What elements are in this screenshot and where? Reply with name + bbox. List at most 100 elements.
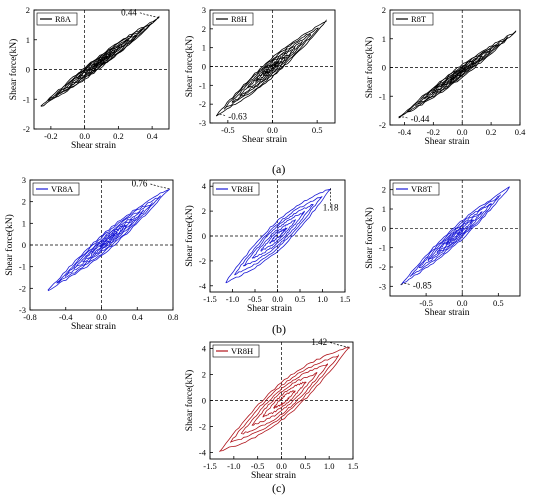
x-tick-label: 0.0: [267, 125, 278, 135]
y-tick-label: -3: [379, 281, 386, 291]
y-tick-label: -2: [379, 120, 386, 130]
y-tick-label: -3: [19, 305, 26, 315]
y-tick-label: -4: [199, 448, 207, 458]
annotation-leader: [398, 116, 409, 120]
peak-annotation: 1.18: [323, 203, 339, 213]
y-axis-label: Shear force(kN): [184, 36, 195, 97]
series-group: [47, 188, 170, 292]
x-axis-label: Shear strain: [242, 135, 287, 145]
hysteresis-loop: [47, 188, 170, 292]
y-axis-label: Shear force(kN): [184, 370, 195, 431]
panel-vr8h-c: -1.5 -1.0 -0.5 0.0 0.5 1.0 1.5 -4 -2 0 2 4 Shear str…: [184, 337, 358, 481]
hysteresis-loop: [90, 224, 127, 256]
y-tick-label: 0: [382, 63, 386, 73]
hysteresis-loop: [239, 40, 303, 97]
annotation-leader: [329, 341, 350, 348]
peak-annotation: -0.44: [411, 114, 430, 124]
legend-label: R8H: [231, 14, 247, 24]
y-tick-label: 1: [26, 35, 30, 45]
y-tick-label: 2: [382, 185, 386, 195]
hysteresis-loop: [99, 231, 118, 248]
hysteresis-loop: [247, 46, 296, 89]
x-tick-label: 0.0: [272, 294, 283, 304]
y-tick-label: -1: [23, 94, 30, 104]
x-tick-label: 0.5: [312, 125, 323, 135]
x-tick-label: -0.2: [44, 131, 57, 141]
legend-label: VR8A: [51, 184, 74, 194]
hysteresis-loop: [92, 54, 108, 69]
legend: VR8A: [32, 182, 80, 196]
y-tick-label: -2: [199, 99, 206, 109]
hysteresis-loop: [47, 22, 152, 102]
legend-box: [32, 182, 80, 196]
x-axis-label: Shear strain: [71, 322, 116, 332]
panel-r8t: -0.4 -0.2 0.0 0.2 0.4 -2 -1 0 1 2 Shear strain Shea…: [364, 5, 526, 147]
legend-box: [392, 12, 434, 26]
x-tick-label: 0.2: [113, 131, 124, 141]
annotation-leader: [149, 183, 170, 190]
y-tick-label: -2: [379, 262, 386, 272]
legend-box: [212, 182, 260, 196]
y-tick-label: -4: [199, 281, 207, 291]
y-axis-label: Shear force(kN): [364, 37, 375, 98]
hysteresis-loop: [243, 203, 314, 267]
y-axis-label: Shear force(kN): [8, 39, 19, 100]
x-axis-label: Shear strain: [247, 304, 292, 314]
panel-vr8a: -0.8 -0.4 0.0 0.4 0.8 -3 -2 -1 0 1 2 3 Shear strain S…: [4, 175, 178, 332]
y-tick-label: 2: [202, 370, 206, 380]
hysteresis-loop: [231, 33, 311, 103]
peak-annotation: -0.63: [228, 111, 247, 121]
hysteresis-loop: [240, 363, 329, 435]
hysteresis-loop: [269, 227, 288, 244]
y-tick-label: 3: [22, 175, 26, 185]
x-tick-label: 0.5: [300, 461, 311, 471]
peak-annotation: 0.44: [121, 7, 137, 17]
y-tick-label: 0: [22, 240, 26, 250]
caption-a: (a): [272, 162, 285, 176]
x-tick-label: -0.2: [427, 127, 440, 137]
x-tick-label: 0.4: [515, 127, 526, 137]
y-tick-label: -1: [379, 243, 386, 253]
x-tick-label: 1.0: [324, 461, 335, 471]
hysteresis-loop: [73, 209, 144, 270]
hysteresis-loop: [260, 219, 296, 252]
series-group: [398, 30, 517, 119]
y-tick-label: -1: [379, 91, 386, 101]
peak-annotation: 0.76: [132, 179, 148, 189]
y-tick-label: 2: [202, 206, 206, 216]
legend-label: VR8T: [411, 184, 433, 194]
x-tick-label: -0.5: [251, 461, 264, 471]
x-axis-label: Shear strain: [424, 308, 469, 318]
legend-box: [36, 12, 78, 26]
x-tick-label: -0.4: [59, 312, 73, 322]
legend-label: VR8H: [231, 184, 253, 194]
y-tick-label: -2: [23, 124, 30, 134]
hysteresis-loop: [64, 201, 153, 277]
y-tick-label: -3: [199, 118, 206, 128]
hysteresis-loop: [255, 54, 288, 83]
legend-label: R8A: [55, 14, 72, 24]
y-tick-label: -2: [199, 256, 206, 266]
hysteresis-loop: [223, 27, 319, 110]
legend: VR8H: [212, 344, 260, 358]
x-tick-label: 0.2: [486, 127, 497, 137]
y-tick-label: 2: [22, 197, 26, 207]
x-tick-label: 1.5: [340, 294, 351, 304]
panel-r8a: -0.2 0.0 0.2 0.4 -2 -1 0 1 2 Shear strain Shear fo…: [8, 5, 170, 151]
x-tick-label: 0.4: [147, 131, 158, 141]
hysteresis-loop: [262, 60, 280, 76]
y-tick-label: 4: [202, 181, 207, 191]
legend-box: [212, 12, 254, 26]
y-tick-label: 1: [382, 34, 386, 44]
x-tick-label: -0.4: [398, 127, 412, 137]
y-tick-label: 0: [382, 223, 386, 233]
legend: VR8H: [212, 182, 260, 196]
y-tick-label: -2: [19, 283, 26, 293]
y-tick-label: 1: [22, 218, 26, 228]
hysteresis-loop: [427, 211, 483, 262]
x-tick-label: 0.4: [132, 312, 143, 322]
x-tick-label: 0.0: [79, 131, 90, 141]
caption-b: (b): [272, 322, 286, 336]
hysteresis-loop: [215, 19, 327, 117]
